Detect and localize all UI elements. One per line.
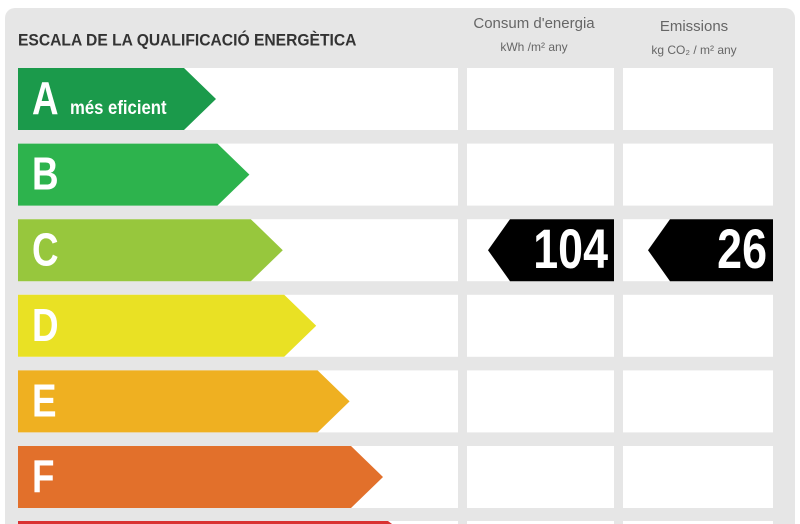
- value-cell: [623, 446, 773, 508]
- value-marker: [648, 219, 773, 282]
- rating-letter: E: [32, 375, 57, 427]
- value-cell: [467, 446, 614, 508]
- column-title: Consum d'energia: [473, 15, 595, 32]
- title: ESCALA DE LA QUALIFICACIÓ ENERGÈTICA: [18, 30, 357, 50]
- rating-letter: A: [32, 72, 59, 124]
- column-unit: kg CO₂ / m² any: [651, 43, 736, 57]
- value-cell: [623, 68, 773, 130]
- rating-arrow: [18, 294, 317, 357]
- value-number: 104: [533, 217, 608, 280]
- value-cell: [467, 143, 614, 206]
- rating-arrow: [18, 219, 283, 282]
- rating-arrow: [18, 446, 383, 508]
- rating-arrow: [18, 370, 350, 433]
- column-unit: kWh /m² any: [500, 40, 567, 54]
- column-title: Emissions: [660, 18, 728, 35]
- rating-arrow: [18, 68, 216, 130]
- rating-arrow: [18, 521, 392, 524]
- value-cell: [623, 143, 773, 206]
- value-cell: [623, 521, 773, 524]
- rating-letter: C: [32, 223, 59, 275]
- value-number: 26: [717, 217, 767, 280]
- rating-letter: B: [32, 148, 59, 200]
- value-marker: [488, 219, 614, 282]
- value-cell: [623, 370, 773, 433]
- value-cell: [467, 68, 614, 130]
- rating-arrow: [18, 143, 250, 206]
- value-cell: [467, 294, 614, 357]
- value-cell: [623, 294, 773, 357]
- value-cell: [467, 521, 614, 524]
- rating-note: més eficient: [70, 97, 167, 118]
- value-cell: [467, 370, 614, 433]
- rating-letter: F: [32, 450, 54, 502]
- rating-letter: D: [32, 299, 59, 351]
